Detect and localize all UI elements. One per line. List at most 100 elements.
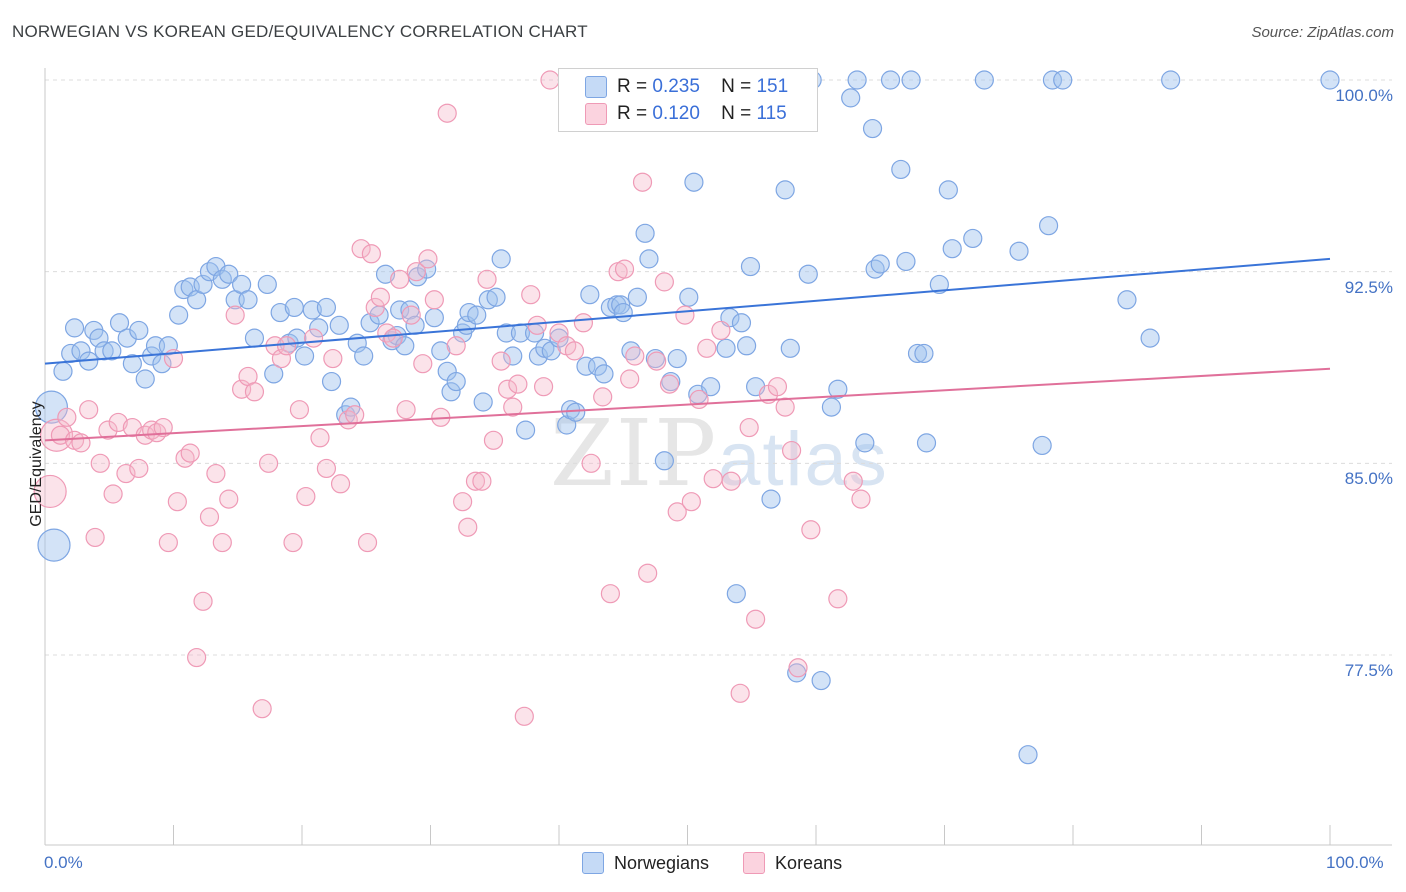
point-koreans [271, 348, 292, 369]
point-koreans [681, 492, 701, 512]
point-norwegians [580, 285, 600, 305]
point-norwegians [1320, 70, 1340, 90]
legend-n-koreans: 115 [756, 103, 787, 124]
point-norwegians [309, 318, 329, 338]
point-norwegians [1042, 70, 1063, 90]
series-legend-koreans[interactable]: Koreans [743, 852, 842, 874]
point-norwegians [963, 228, 983, 249]
point-koreans [406, 262, 426, 282]
point-norwegians [219, 264, 239, 284]
legend-r-koreans: 0.120 [652, 103, 700, 124]
point-koreans [79, 400, 99, 420]
point-koreans [458, 517, 478, 537]
point-koreans [472, 471, 492, 491]
series-label-koreans: Koreans [775, 852, 843, 873]
legend-r-norwegians: 0.235 [652, 76, 700, 97]
point-norwegians [1161, 70, 1181, 90]
point-norwegians [639, 249, 659, 269]
point-norwegians [716, 338, 736, 358]
point-norwegians [316, 297, 337, 318]
point-koreans [289, 400, 310, 420]
point-norwegians [34, 390, 69, 424]
point-koreans [465, 471, 486, 491]
point-norwegians [938, 180, 958, 200]
point-norwegians [891, 159, 911, 180]
point-koreans [413, 354, 433, 374]
point-koreans [85, 527, 105, 548]
point-norwegians [491, 249, 511, 269]
legend-n-label: N = [721, 103, 752, 124]
point-koreans [390, 269, 410, 289]
point-koreans [158, 532, 178, 553]
point-koreans [323, 348, 343, 369]
point-norwegians [515, 420, 536, 440]
point-norwegians [929, 274, 949, 295]
point-norwegians [284, 297, 304, 318]
point-koreans [33, 474, 67, 509]
point-norwegians [1038, 216, 1059, 236]
point-koreans [219, 489, 239, 509]
point-norwegians [169, 305, 189, 325]
point-koreans [503, 397, 523, 417]
point-norwegians [446, 371, 466, 392]
point-koreans [57, 407, 77, 427]
point-koreans [303, 328, 324, 348]
point-koreans [767, 377, 788, 397]
x-tick-label-min: 0.0% [44, 853, 83, 872]
point-norwegians [424, 308, 444, 328]
point-norwegians [667, 348, 687, 369]
point-norwegians [701, 377, 721, 397]
point-koreans [843, 471, 863, 491]
point-norwegians [731, 313, 752, 333]
point-koreans [491, 351, 511, 371]
point-norwegians [942, 239, 962, 259]
point-koreans [71, 433, 91, 453]
point-norwegians [94, 341, 114, 361]
legend-swatch-koreans [585, 103, 607, 125]
point-koreans [129, 458, 149, 479]
point-norwegians [737, 336, 757, 356]
point-koreans [103, 484, 123, 504]
point-norwegians [587, 356, 608, 376]
point-koreans [167, 492, 187, 512]
legend-n-norwegians: 151 [756, 76, 789, 97]
x-tick-label-max: 100.0% [1326, 853, 1384, 872]
point-norwegians [761, 489, 781, 509]
points [33, 70, 1340, 765]
series-swatch-norwegians [582, 852, 604, 874]
point-norwegians [302, 300, 322, 320]
point-koreans [453, 492, 473, 512]
point-koreans [638, 563, 658, 583]
point-norwegians [775, 180, 795, 200]
point-norwegians [740, 256, 761, 277]
point-norwegians [865, 259, 885, 279]
point-norwegians [726, 584, 746, 604]
point-norwegians [780, 338, 800, 358]
point-norwegians [158, 336, 178, 356]
point-koreans [801, 520, 821, 540]
point-norwegians [594, 364, 614, 384]
point-koreans [252, 699, 272, 719]
point-norwegians [528, 346, 549, 366]
chart-title: NORWEGIAN VS KOREAN GED/EQUIVALENCY CORR… [12, 22, 588, 41]
series-legend-norwegians[interactable]: Norwegians [582, 852, 709, 874]
point-koreans [180, 443, 200, 463]
point-norwegians [1140, 328, 1160, 348]
point-norwegians [855, 433, 875, 453]
point-norwegians [679, 287, 699, 307]
point-koreans [739, 417, 759, 438]
point-koreans [401, 305, 421, 325]
y-tick-label: 92.5% [1344, 277, 1393, 297]
point-koreans [775, 397, 795, 417]
point-koreans [659, 374, 680, 394]
point-norwegians [914, 343, 934, 364]
legend-r-label: R = [617, 103, 648, 124]
point-norwegians [375, 264, 396, 284]
point-norwegians [117, 328, 137, 348]
point-koreans [330, 474, 351, 494]
point-koreans [828, 589, 848, 609]
trendline-norwegians [44, 257, 1331, 365]
point-norwegians [496, 323, 516, 343]
legend-row-koreans: R = 0.120 N = 115 [585, 101, 787, 127]
point-koreans [310, 428, 330, 448]
